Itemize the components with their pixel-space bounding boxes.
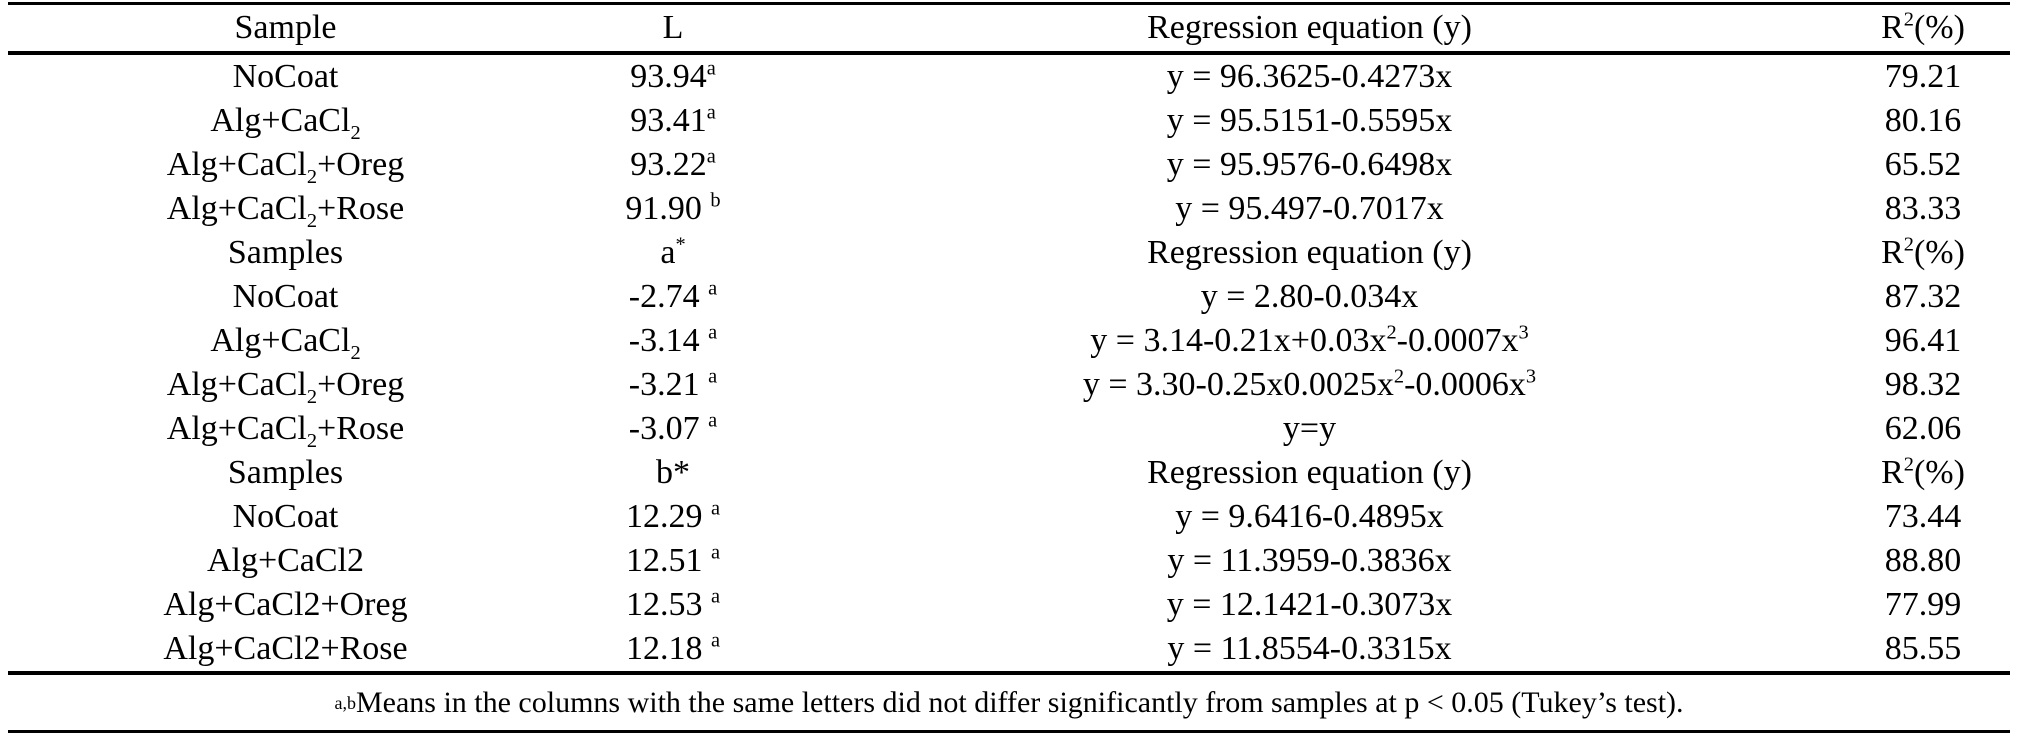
table-footnote: a,b Means in the columns with the same le… [8,675,2010,733]
cell-equation: y = 11.8554-0.3315x [783,627,1836,675]
cell-r2: 85.55 [1836,627,2010,675]
table-row: Alg+CaCl2+Oreg 12.53 a y = 12.1421-0.307… [8,583,2010,627]
cell-r2: 62.06 [1884,410,1962,447]
cell-r2: R2(%) [1881,453,1965,491]
cell-sample: NoCoat [232,278,339,315]
cell-r2: 79.21 [1884,58,1962,95]
section-header-row: Samples b* Regression equation (y) R2(%) [8,451,2010,495]
cell-value: -2.74 a [628,277,718,315]
cell-value: a* [660,233,686,271]
cell-sample: Alg+CaCl2 [210,322,361,364]
table-row: NoCoat 93.94a y = 96.3625-0.4273x 79.21 [8,53,2010,99]
cell-value: 93.22a [630,145,716,183]
cell-r2: 87.32 [1884,278,1962,315]
table-row: NoCoat 12.29 a y = 9.6416-0.4895x 73.44 [8,495,2010,539]
cell-sample: Alg+CaCl2+Oreg [166,366,405,408]
cell-r2: 65.52 [1884,146,1962,183]
header-l: L [563,3,783,55]
cell-sample: Alg+CaCl2+Rose [8,627,563,675]
table-row: Alg+CaCl2 -3.14 a y = 3.14-0.21x+0.03x2-… [8,319,2010,363]
cell-value: -3.14 a [628,321,718,359]
cell-equation: y = 2.80-0.034x [1200,278,1419,315]
cell-sample: Samples [227,454,344,491]
cell-sample: Samples [227,234,344,271]
cell-equation: Regression equation (y) [1147,454,1472,491]
cell-value: 12.29 a [625,497,721,535]
table-header-row: Sample L Regression equation (y) R2(%) [8,3,2010,55]
cell-equation: y = 96.3625-0.4273x [1166,58,1453,95]
cell-sample: Alg+CaCl2+Oreg [166,146,405,188]
cell-sample: Alg+CaCl2+Oreg [163,586,408,623]
cell-sample: Alg+CaCl2+Rose [166,190,405,232]
cell-sample: NoCoat [232,498,339,535]
regression-table: Sample L Regression equation (y) R2(%) N… [8,2,2010,675]
cell-equation: y = 11.3959-0.3836x [1167,542,1452,579]
cell-equation: y = 95.9576-0.6498x [1166,146,1453,183]
cell-equation: y = 12.1421-0.3073x [1166,586,1453,623]
table-row: Alg+CaCl2+Rose 91.90 b y = 95.497-0.7017… [8,187,2010,231]
table-row: Alg+CaCl2 93.41a y = 95.5151-0.5595x 80.… [8,99,2010,143]
cell-value: 91.90 b [625,189,721,227]
header-equation: Regression equation (y) [783,3,1836,55]
cell-value: b* [656,454,690,491]
cell-sample: Alg+CaCl2 [206,542,365,579]
cell-value: -3.07 a [628,409,718,447]
cell-sample: NoCoat [232,58,339,95]
cell-value: -3.21 a [628,365,718,403]
cell-equation: y=y [1282,410,1337,447]
cell-r2: 80.16 [1884,102,1962,139]
cell-value: 12.51 a [625,541,721,579]
table-row: NoCoat -2.74 a y = 2.80-0.034x 87.32 [8,275,2010,319]
header-sample: Sample [8,3,563,55]
cell-sample: Alg+CaCl2+Rose [166,410,405,452]
cell-equation: Regression equation (y) [1147,234,1472,271]
cell-value: 93.41a [630,101,716,139]
cell-value: 93.94a [630,57,716,95]
cell-equation: y = 95.5151-0.5595x [1166,102,1453,139]
cell-r2: 98.32 [1884,366,1962,403]
cell-r2: 73.44 [1884,498,1962,535]
cell-value: 12.18 a [563,627,783,675]
table-row: Alg+CaCl2 12.51 a y = 11.3959-0.3836x 88… [8,539,2010,583]
cell-r2: R2(%) [1881,233,1965,271]
cell-equation: y = 95.497-0.7017x [1175,190,1444,227]
cell-equation: y = 3.14-0.21x+0.03x2-0.0007x3 [1090,321,1529,359]
cell-equation: y = 3.30-0.25x0.0025x2-0.0006x3 [1082,365,1537,403]
table-row: Alg+CaCl2+Rose 12.18 a y = 11.8554-0.331… [8,627,2010,675]
table-row: Alg+CaCl2+Rose -3.07 a y=y 62.06 [8,407,2010,451]
header-r2: R2(%) [1836,3,2010,55]
cell-r2: 88.80 [1884,542,1962,579]
cell-value: 12.53 a [625,585,721,623]
table-row: Alg+CaCl2+Oreg 93.22a y = 95.9576-0.6498… [8,143,2010,187]
cell-r2: 77.99 [1884,586,1962,623]
cell-r2: 96.41 [1884,322,1962,359]
section-header-row: Samples a* Regression equation (y) R2(%) [8,231,2010,275]
cell-equation: y = 9.6416-0.4895x [1175,498,1444,535]
cell-r2: 83.33 [1884,190,1962,227]
table-row: Alg+CaCl2+Oreg -3.21 a y = 3.30-0.25x0.0… [8,363,2010,407]
cell-sample: Alg+CaCl2 [210,102,361,144]
